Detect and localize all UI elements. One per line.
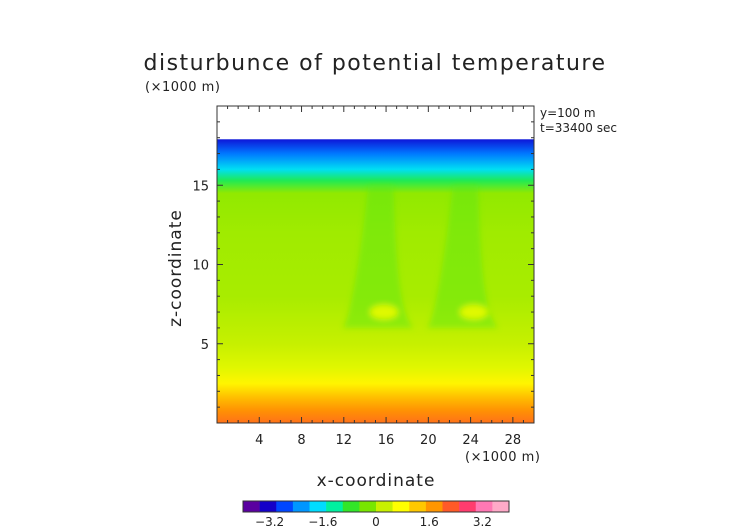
x-tick-label: 4	[255, 433, 263, 448]
colorbar-tick-label: 3.2	[473, 515, 492, 529]
x-axis-label: x-coordinate	[317, 471, 436, 491]
plot-area	[217, 139, 534, 423]
warm-blob-mark	[370, 305, 398, 320]
colorbar-tick-label: −1.6	[308, 515, 337, 529]
colorbar-tick-label: 0	[372, 515, 380, 529]
colorbar-segment	[442, 501, 460, 512]
colorbar-tick-label: 1.6	[420, 515, 439, 529]
colorbar-frame	[242, 500, 510, 513]
annotation-y: y=100 m	[540, 106, 596, 120]
plume-mark	[427, 185, 499, 328]
feature-layer	[342, 185, 499, 328]
colorbar-tick-label: −3.2	[255, 515, 284, 529]
x-unit-label: (×1000 m)	[465, 450, 540, 465]
colorbar-segment	[243, 501, 260, 512]
colorbar-segment	[409, 501, 427, 512]
y-tick-label: 15	[192, 179, 209, 194]
z-unit-label: (×1000 m)	[145, 80, 220, 95]
colorbar-segment	[392, 501, 410, 512]
colorbar-segment	[359, 501, 377, 512]
x-tick-label: 12	[336, 433, 353, 448]
x-tick-label: 28	[505, 433, 522, 448]
colorbar-segment	[475, 501, 493, 512]
colorbar-segment	[276, 501, 294, 512]
colorbar-segment	[342, 501, 360, 512]
colorbar-segment	[326, 501, 344, 512]
x-tick-label: 8	[297, 433, 305, 448]
y-axis-label: z-coordinate	[166, 209, 186, 327]
y-tick-label: 10	[192, 259, 209, 274]
colorbar-segment	[309, 501, 327, 512]
x-tick-label: 24	[462, 433, 479, 448]
annotation-time: t=33400 sec	[540, 121, 617, 135]
plume-mark	[342, 185, 414, 328]
x-tick-label: 20	[420, 433, 437, 448]
colorbar: −3.2 −1.6 0 1.6 3.2	[242, 500, 510, 529]
colorbar-segment	[492, 501, 510, 512]
colorbar-segment	[376, 501, 393, 512]
x-tick-label: 16	[378, 433, 395, 448]
colorbar-segment	[259, 501, 277, 512]
chart-title: disturbunce of potential temperature	[144, 51, 607, 76]
colorbar-segment	[425, 501, 443, 512]
warm-blob-mark	[460, 305, 488, 320]
colorbar-segment	[459, 501, 477, 512]
y-tick-label: 5	[201, 338, 209, 353]
axis-ticks: 4 8 12 16 20 24 28 5 10 15	[192, 106, 534, 448]
colorbar-segment	[292, 501, 310, 512]
